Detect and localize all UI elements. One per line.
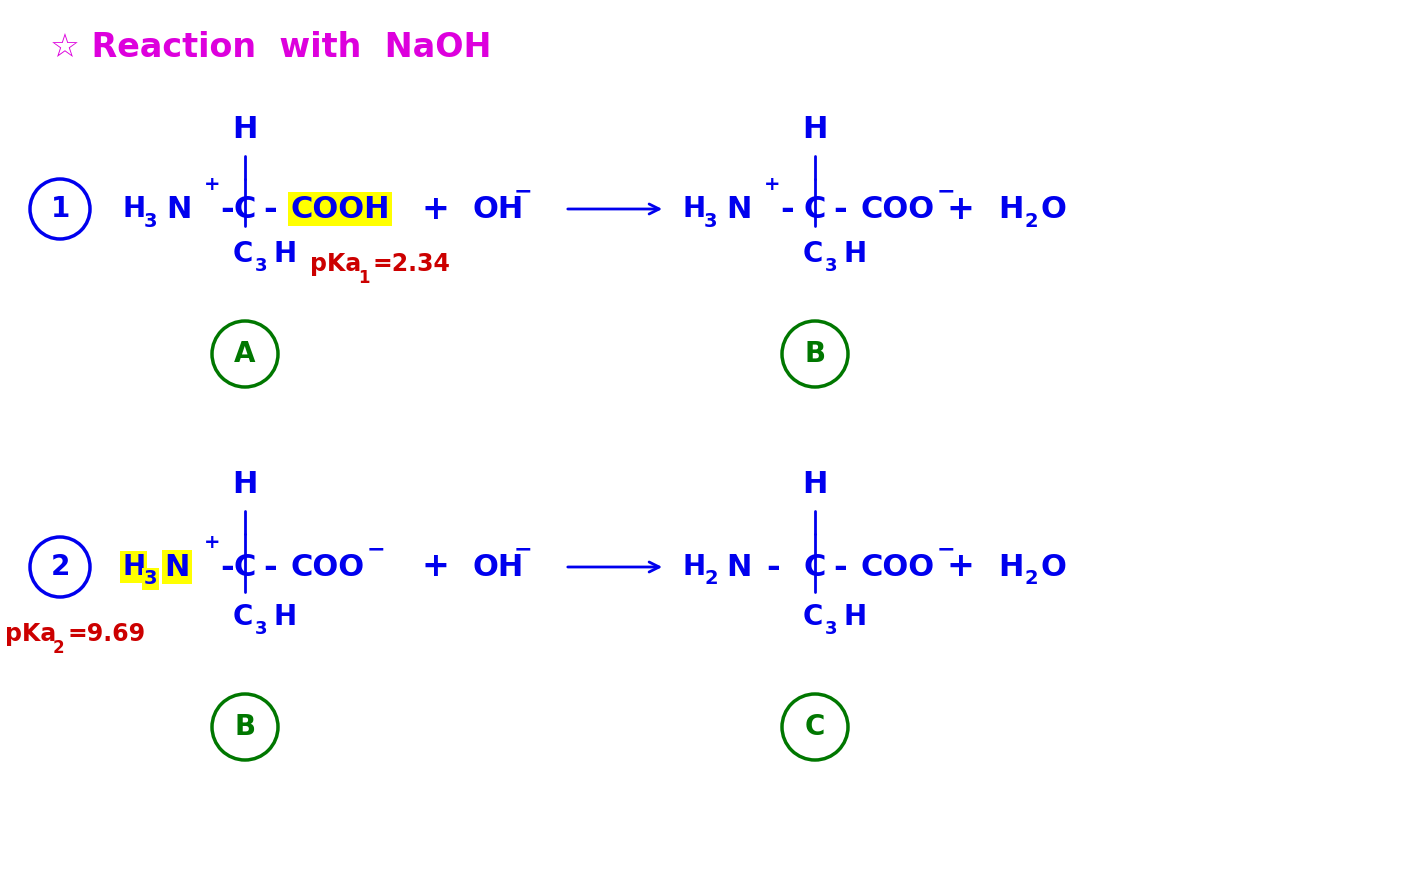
Text: +: + xyxy=(765,174,780,194)
Text: C: C xyxy=(805,713,825,741)
Text: +: + xyxy=(421,550,449,583)
Text: H: H xyxy=(803,115,828,144)
Text: -: - xyxy=(834,550,846,583)
Text: A: A xyxy=(234,340,256,368)
Text: 3: 3 xyxy=(704,212,718,230)
Text: =2.34: =2.34 xyxy=(372,252,451,276)
Text: H: H xyxy=(998,552,1024,581)
Text: -: - xyxy=(263,193,277,226)
Text: +: + xyxy=(204,533,221,551)
Text: H: H xyxy=(232,470,258,499)
Text: -: - xyxy=(220,550,234,583)
Text: O: O xyxy=(1041,552,1066,581)
Text: +: + xyxy=(421,193,449,226)
Text: COO: COO xyxy=(860,552,934,581)
Text: H: H xyxy=(273,603,296,631)
Text: 3: 3 xyxy=(144,570,158,589)
Text: C: C xyxy=(804,195,826,223)
Text: 3: 3 xyxy=(825,257,838,275)
Text: 2: 2 xyxy=(1024,212,1038,230)
Text: +: + xyxy=(946,193,974,226)
Text: 1: 1 xyxy=(358,269,369,287)
Text: B: B xyxy=(804,340,825,368)
Text: -: - xyxy=(220,193,234,226)
Text: H: H xyxy=(122,553,145,581)
Text: -: - xyxy=(263,550,277,583)
Text: pKa: pKa xyxy=(310,252,362,276)
Text: COO: COO xyxy=(860,195,934,223)
Text: COO: COO xyxy=(290,552,365,581)
Text: C: C xyxy=(804,552,826,581)
Text: N: N xyxy=(166,195,191,223)
Text: C: C xyxy=(234,552,256,581)
Text: 3: 3 xyxy=(255,620,268,638)
Text: OH: OH xyxy=(472,195,524,223)
Text: −: − xyxy=(514,539,532,559)
Text: H: H xyxy=(273,240,296,268)
Text: -: - xyxy=(780,193,794,226)
Text: 2: 2 xyxy=(704,570,718,589)
Text: O: O xyxy=(1041,195,1066,223)
Text: C: C xyxy=(232,240,253,268)
Text: H: H xyxy=(681,195,705,223)
Text: H: H xyxy=(998,195,1024,223)
Text: -: - xyxy=(766,550,780,583)
Text: H: H xyxy=(122,195,145,223)
Text: B: B xyxy=(235,713,256,741)
Text: −: − xyxy=(514,181,532,201)
Text: 1: 1 xyxy=(51,195,69,223)
Text: 2: 2 xyxy=(51,553,69,581)
Text: +: + xyxy=(204,174,221,194)
Text: pKa: pKa xyxy=(6,622,56,646)
Text: H: H xyxy=(681,553,705,581)
Text: 3: 3 xyxy=(255,257,268,275)
Text: N: N xyxy=(727,195,752,223)
Text: =9.69: =9.69 xyxy=(68,622,145,646)
Text: H: H xyxy=(232,115,258,144)
Text: C: C xyxy=(234,195,256,223)
Text: N: N xyxy=(163,552,189,581)
Text: 3: 3 xyxy=(144,212,158,230)
Text: 2: 2 xyxy=(1024,570,1038,589)
Text: C: C xyxy=(232,603,253,631)
Text: H: H xyxy=(803,470,828,499)
Text: −: − xyxy=(936,539,956,559)
Text: COOH: COOH xyxy=(290,195,390,223)
Text: −: − xyxy=(936,181,956,201)
Text: ☆ Reaction  with  NaOH: ☆ Reaction with NaOH xyxy=(51,31,491,64)
Text: 3: 3 xyxy=(825,620,838,638)
Text: −: − xyxy=(367,539,386,559)
Text: 2: 2 xyxy=(54,639,65,657)
Text: -: - xyxy=(834,193,846,226)
Text: +: + xyxy=(946,550,974,583)
Text: H: H xyxy=(843,240,866,268)
Text: C: C xyxy=(803,240,824,268)
Text: C: C xyxy=(803,603,824,631)
Text: H: H xyxy=(843,603,866,631)
Text: OH: OH xyxy=(472,552,524,581)
Text: N: N xyxy=(727,552,752,581)
